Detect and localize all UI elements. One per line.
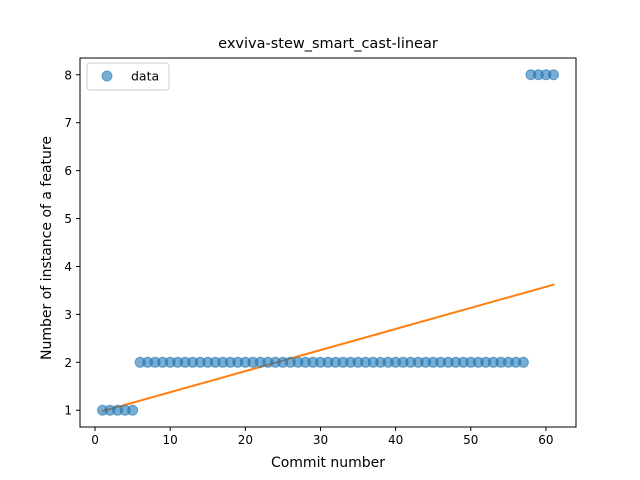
- y-axis: 1 2 3 4 5 6 7 8: [64, 68, 80, 418]
- y-tick-label: 3: [64, 308, 72, 322]
- y-tick-label: 2: [64, 356, 72, 370]
- y-tick-label: 4: [64, 260, 72, 274]
- x-axis-label: Commit number: [271, 455, 385, 471]
- y-tick-label: 8: [64, 68, 72, 82]
- x-tick-label: 0: [91, 433, 99, 447]
- fit-line-layer: [101, 283, 555, 413]
- chart-title: exviva-stew_smart_cast-linear: [218, 36, 438, 52]
- plot-area: [80, 58, 576, 427]
- legend: data: [86, 62, 170, 91]
- y-tick-label: 6: [64, 164, 72, 178]
- y-tick-label: 7: [64, 116, 72, 130]
- data-point: [517, 356, 529, 368]
- y-tick-label: 5: [64, 212, 72, 226]
- data-points-layer: [97, 69, 559, 416]
- legend-box: [86, 62, 170, 91]
- x-tick-label: 50: [463, 433, 478, 447]
- plot-frame: [79, 57, 577, 428]
- x-tick-label: 60: [538, 433, 553, 447]
- legend-marker: [101, 70, 113, 82]
- y-tick-label: 1: [64, 404, 72, 418]
- x-tick-label: 20: [238, 433, 253, 447]
- data-point: [127, 404, 139, 416]
- data-point: [547, 69, 559, 81]
- y-axis-label: Number of instance of a feature: [39, 136, 55, 360]
- x-tick-label: 10: [163, 433, 178, 447]
- fit-line: [101, 283, 555, 413]
- x-tick-label: 40: [388, 433, 403, 447]
- x-tick-label: 30: [313, 433, 328, 447]
- legend-label: data: [131, 69, 159, 84]
- x-axis: 0 10 20 30 40 50 60: [91, 427, 554, 447]
